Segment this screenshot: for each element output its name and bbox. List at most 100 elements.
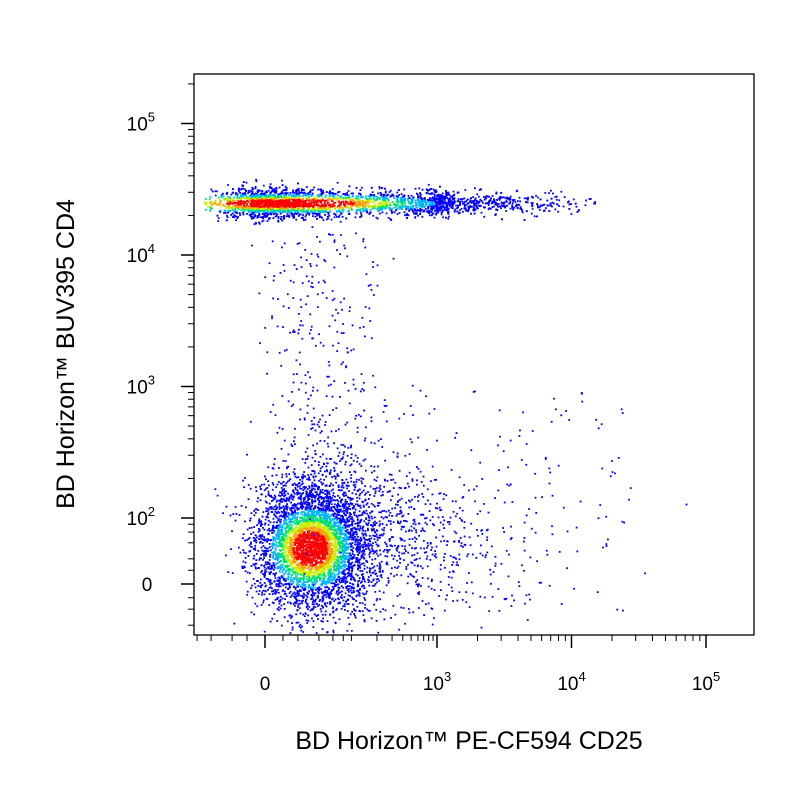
event-dot bbox=[415, 204, 418, 206]
event-dot bbox=[371, 191, 374, 194]
event-dot bbox=[380, 511, 382, 514]
event-dot bbox=[307, 193, 310, 196]
event-dot bbox=[319, 208, 322, 211]
event-dot bbox=[381, 196, 384, 199]
event-dot bbox=[377, 578, 379, 580]
event-dot bbox=[234, 204, 237, 207]
event-dot bbox=[280, 196, 283, 198]
event-dot bbox=[448, 204, 451, 207]
event-dot bbox=[244, 188, 246, 191]
event-dot bbox=[304, 560, 307, 562]
event-dot bbox=[234, 208, 236, 210]
event-dot bbox=[379, 202, 381, 205]
event-dot bbox=[281, 528, 283, 530]
event-dot bbox=[250, 204, 252, 207]
event-dot bbox=[418, 205, 421, 208]
event-dot bbox=[320, 481, 322, 484]
event-dot bbox=[347, 209, 350, 212]
event-dot bbox=[311, 208, 314, 211]
event-dot bbox=[300, 483, 303, 486]
event-dot bbox=[263, 197, 266, 200]
event-dot bbox=[261, 194, 264, 197]
event-dot bbox=[266, 214, 268, 217]
event-dot bbox=[326, 516, 329, 519]
event-dot bbox=[267, 516, 269, 519]
event-dot bbox=[421, 188, 424, 191]
event-dot bbox=[434, 189, 437, 192]
event-dot bbox=[340, 212, 343, 215]
event-dot bbox=[421, 208, 423, 211]
event-dot bbox=[384, 190, 387, 193]
event-dot bbox=[289, 590, 292, 593]
event-dot bbox=[253, 208, 255, 211]
event-dot bbox=[320, 195, 323, 198]
event-dot bbox=[428, 210, 431, 212]
event-dot bbox=[301, 514, 304, 516]
event-dot bbox=[313, 211, 316, 214]
event-dot bbox=[241, 184, 244, 187]
event-dot bbox=[448, 215, 450, 218]
event-dot bbox=[317, 561, 320, 564]
event-dot bbox=[232, 192, 234, 194]
event-dot bbox=[284, 196, 287, 199]
event-dot bbox=[235, 210, 238, 213]
event-dot bbox=[308, 196, 310, 198]
event-dot bbox=[381, 211, 384, 214]
event-dot bbox=[236, 195, 239, 198]
event-dot bbox=[484, 202, 487, 205]
event-dot bbox=[355, 212, 358, 215]
event-dot bbox=[242, 200, 245, 203]
event-dot bbox=[262, 202, 265, 204]
event-dot bbox=[242, 560, 245, 563]
event-dot bbox=[251, 197, 254, 199]
event-dot bbox=[414, 208, 416, 211]
event-dot bbox=[518, 196, 521, 199]
event-dot bbox=[310, 571, 313, 573]
event-dot bbox=[424, 197, 426, 199]
event-dot bbox=[554, 208, 557, 211]
event-dot bbox=[384, 609, 387, 612]
event-dot bbox=[360, 480, 363, 483]
event-dot bbox=[353, 613, 355, 615]
event-dot bbox=[275, 537, 278, 540]
event-dot bbox=[278, 515, 281, 518]
event-dot bbox=[329, 531, 332, 534]
event-dot bbox=[247, 189, 250, 192]
event-dot bbox=[442, 197, 444, 200]
event-dot bbox=[271, 198, 274, 201]
event-dot bbox=[254, 211, 256, 213]
event-dot bbox=[317, 206, 320, 209]
event-dot bbox=[338, 592, 340, 594]
event-dot bbox=[228, 202, 231, 205]
event-dot bbox=[289, 494, 292, 497]
event-dot bbox=[411, 207, 413, 210]
event-dot bbox=[302, 214, 304, 216]
event-dot bbox=[432, 523, 434, 525]
event-dot bbox=[365, 503, 368, 506]
event-dot bbox=[223, 199, 226, 201]
event-dot bbox=[242, 208, 244, 211]
event-dot bbox=[251, 205, 254, 208]
event-dot bbox=[562, 205, 565, 208]
event-dot bbox=[362, 525, 365, 528]
event-dot bbox=[501, 196, 503, 199]
event-dot bbox=[512, 200, 515, 202]
event-dot bbox=[408, 197, 411, 199]
event-dot bbox=[268, 546, 271, 549]
event-dot bbox=[241, 202, 244, 205]
event-dot bbox=[435, 198, 438, 201]
event-dot bbox=[364, 607, 366, 609]
event-dot bbox=[267, 547, 269, 550]
event-dot bbox=[317, 530, 320, 533]
event-dot bbox=[403, 211, 406, 214]
event-dot bbox=[415, 209, 418, 212]
event-dot bbox=[394, 206, 397, 209]
event-dot bbox=[514, 205, 517, 207]
event-dot bbox=[335, 192, 337, 195]
event-dot bbox=[404, 199, 407, 202]
event-dot bbox=[320, 205, 322, 208]
event-dot bbox=[417, 194, 419, 196]
event-dot bbox=[438, 194, 441, 196]
event-dot bbox=[469, 544, 472, 547]
event-dot bbox=[302, 205, 305, 208]
